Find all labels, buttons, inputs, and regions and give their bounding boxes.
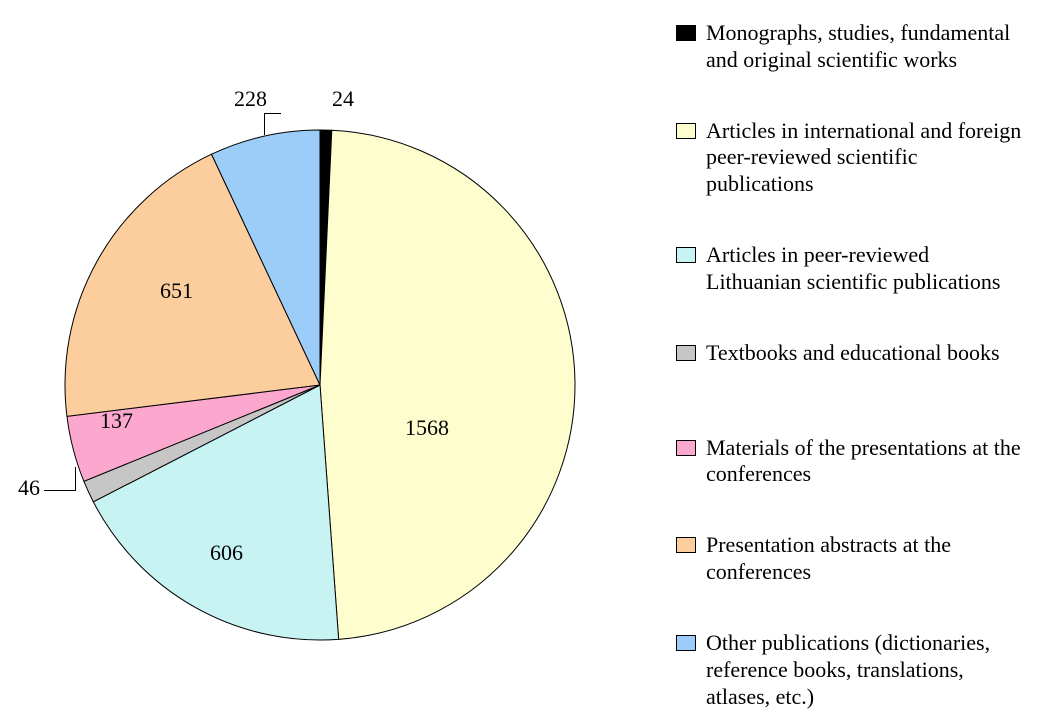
legend-label: Presentation abstracts at the conference… — [706, 532, 1026, 586]
slice-value-1: 1568 — [405, 415, 449, 441]
legend-item: Textbooks and educational books — [676, 340, 1036, 367]
legend-label: Articles in international and foreign pe… — [706, 118, 1026, 198]
legend-item: Articles in peer-reviewed Lithuanian sci… — [676, 242, 1036, 296]
legend-item: Materials of the presentations at the co… — [676, 435, 1036, 489]
slice-value-5: 651 — [160, 278, 193, 304]
legend-item: Articles in international and foreign pe… — [676, 118, 1036, 198]
legend-label: Articles in peer-reviewed Lithuanian sci… — [706, 242, 1026, 296]
legend-swatch — [676, 635, 696, 651]
legend-swatch — [676, 25, 696, 41]
legend-label: Other publications (dictionaries, refere… — [706, 630, 1026, 710]
legend-label: Monographs, studies, fundamental and ori… — [706, 20, 1026, 74]
legend-item: Other publications (dictionaries, refere… — [676, 630, 1036, 710]
legend-item: Monographs, studies, fundamental and ori… — [676, 20, 1036, 74]
slice-value-4: 137 — [100, 408, 133, 434]
slice-value-2: 606 — [210, 540, 243, 566]
page-root: 24 1568 606 46 137 651 228 Monographs, s… — [0, 0, 1050, 724]
legend-swatch — [676, 123, 696, 139]
leader-line — [264, 113, 265, 135]
pie-slice — [320, 130, 575, 639]
legend-label: Textbooks and educational books — [706, 340, 1000, 367]
legend-swatch — [676, 440, 696, 456]
legend-label: Materials of the presentations at the co… — [706, 435, 1026, 489]
leader-line — [75, 467, 76, 491]
legend-swatch — [676, 247, 696, 263]
legend-item: Presentation abstracts at the conference… — [676, 532, 1036, 586]
legend-swatch — [676, 537, 696, 553]
leader-line — [44, 490, 75, 491]
pie-chart — [0, 0, 640, 724]
slice-value-6: 228 — [234, 86, 267, 112]
legend: Monographs, studies, fundamental and ori… — [676, 20, 1036, 710]
legend-swatch — [676, 345, 696, 361]
slice-value-0: 24 — [332, 86, 354, 112]
slice-value-3: 46 — [18, 475, 40, 501]
leader-line — [264, 113, 281, 114]
